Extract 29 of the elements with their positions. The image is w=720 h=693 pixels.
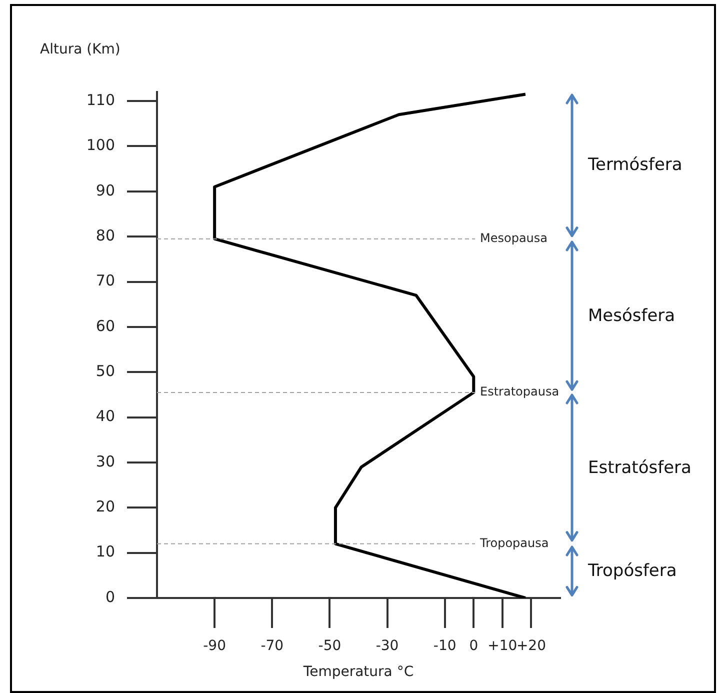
y-tick-label: 20 [96,498,115,516]
y-tick-label: 70 [96,272,115,290]
y-tick-label: 60 [96,316,115,335]
x-tick-label: -70 [260,638,284,654]
ref-line-label: Mesopausa [480,230,548,245]
y-tick-label: 100 [86,136,115,154]
ref-line-label: Estratopausa [480,384,560,399]
text: Termósfera [588,155,682,176]
text: Estratósfera [588,458,692,478]
x-tick-label: -90 [203,638,226,654]
y-tick-label: 110 [86,90,115,109]
y-tick-label: 90 [96,181,115,200]
x-tick-label: +20 [516,638,546,654]
ref-line-label: Tropopausa [479,536,549,550]
y-tick-label: 50 [96,362,115,380]
y-tick-label: 30 [96,452,115,470]
x-axis-title: Temperatura °C [302,664,414,680]
x-tick-label: 0 [469,638,478,654]
text: Mesósfera [588,306,676,326]
x-tick-label: -50 [318,638,342,654]
x-tick-label: -10 [433,638,456,654]
y-tick-label: 0 [105,588,115,606]
x-tick-label: -30 [376,638,399,654]
text: Tropósfera [588,560,677,581]
y-tick-label: 40 [96,407,115,426]
y-tick-label: 80 [96,226,115,244]
y-tick-label: 10 [96,542,115,561]
y-axis-title: Altura (Km) [40,42,120,58]
x-tick-label: +10 [488,638,518,654]
